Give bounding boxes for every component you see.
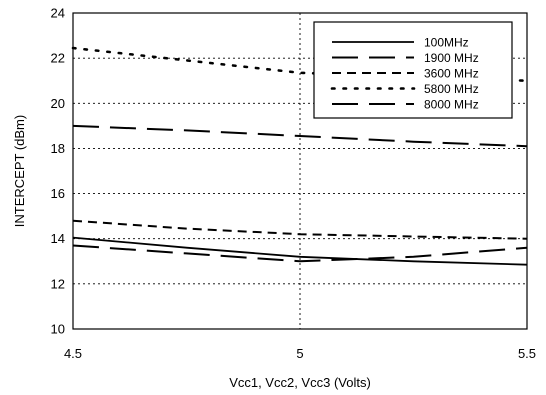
x-tick-label-0: 4.5	[64, 346, 82, 361]
x-axis-ticks: 4.5 5 5.5	[64, 346, 536, 361]
legend-label-1: 1900 MHz	[424, 51, 479, 65]
grid-lines	[73, 13, 527, 329]
legend-label-3: 5800 MHz	[424, 82, 479, 96]
y-tick-label-1: 12	[51, 276, 65, 291]
plot-frame	[72, 12, 528, 330]
x-tick-label-1: 5	[296, 346, 303, 361]
series-line-4	[72, 244, 528, 263]
x-axis-label: Vcc1, Vcc2, Vcc3 (Volts)	[229, 375, 371, 390]
y-tick-label-7: 24	[51, 6, 65, 21]
y-axis-ticks: 10 12 14 16 18 20 22 24	[51, 6, 65, 337]
series-line-1	[72, 124, 528, 148]
legend-label-4: 8000 MHz	[424, 98, 479, 112]
y-tick-label-2: 14	[51, 231, 65, 246]
y-tick-label-0: 10	[51, 322, 65, 337]
y-tick-label-3: 16	[51, 186, 65, 201]
y-axis-label: INTERCEPT (dBm)	[12, 115, 27, 227]
series-line-2	[72, 219, 528, 240]
legend-box	[313, 21, 513, 119]
legend-label-2: 3600 MHz	[424, 67, 479, 81]
y-tick-label-6: 22	[51, 51, 65, 66]
series-line-0	[72, 236, 528, 266]
y-tick-label-5: 20	[51, 96, 65, 111]
x-tick-label-2: 5.5	[518, 346, 536, 361]
legend-label-0: 100MHz	[424, 36, 469, 50]
y-tick-label-4: 18	[51, 141, 65, 156]
